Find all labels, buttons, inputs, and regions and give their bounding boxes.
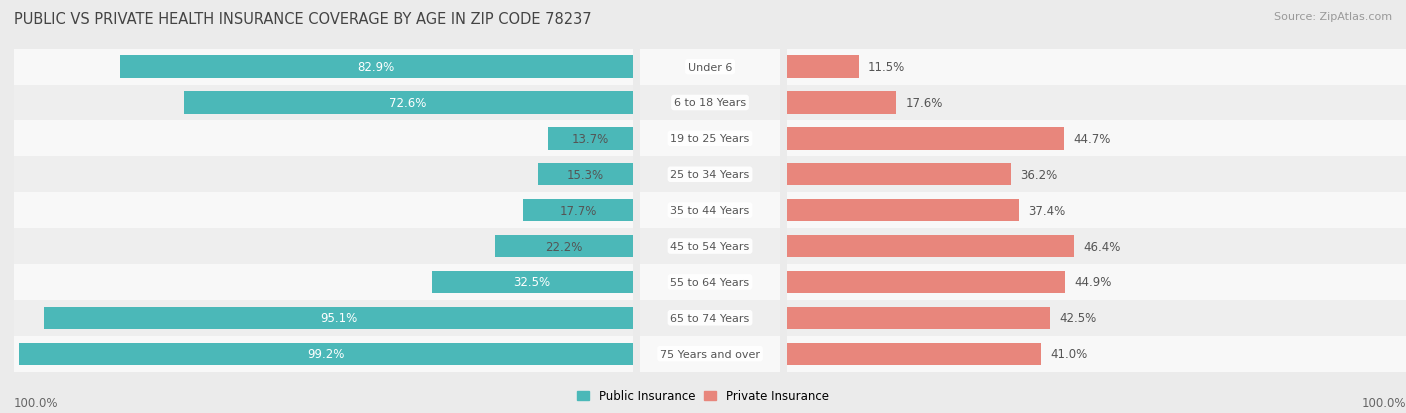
Text: 99.2%: 99.2% xyxy=(307,347,344,360)
Text: 22.2%: 22.2% xyxy=(546,240,582,253)
Text: 19 to 25 Years: 19 to 25 Years xyxy=(671,134,749,144)
Text: 46.4%: 46.4% xyxy=(1084,240,1121,253)
Text: 13.7%: 13.7% xyxy=(572,133,609,145)
Bar xyxy=(169,228,1406,264)
Bar xyxy=(787,235,1074,258)
Bar xyxy=(538,164,633,186)
Text: 36.2%: 36.2% xyxy=(1021,169,1057,181)
Bar xyxy=(14,121,1251,157)
Bar xyxy=(548,128,633,150)
Text: 72.6%: 72.6% xyxy=(389,97,427,110)
Bar xyxy=(0,228,1406,264)
Bar xyxy=(45,307,633,329)
Bar xyxy=(14,193,1251,228)
Bar xyxy=(787,164,1011,186)
Text: 65 to 74 Years: 65 to 74 Years xyxy=(671,313,749,323)
Bar xyxy=(169,264,1406,300)
Bar xyxy=(0,121,1406,157)
Bar xyxy=(787,307,1050,329)
Text: 42.5%: 42.5% xyxy=(1060,311,1097,325)
Bar xyxy=(0,336,1406,372)
Bar xyxy=(169,300,1406,336)
Text: 17.7%: 17.7% xyxy=(560,204,596,217)
Bar xyxy=(184,92,633,114)
Text: 6 to 18 Years: 6 to 18 Years xyxy=(673,98,747,108)
Text: 35 to 44 Years: 35 to 44 Years xyxy=(671,206,749,216)
Bar xyxy=(0,85,1406,121)
Legend: Public Insurance, Private Insurance: Public Insurance, Private Insurance xyxy=(572,385,834,407)
Bar xyxy=(169,85,1406,121)
Text: Source: ZipAtlas.com: Source: ZipAtlas.com xyxy=(1274,12,1392,22)
Bar xyxy=(14,300,1251,336)
Text: 41.0%: 41.0% xyxy=(1050,347,1087,360)
Text: Under 6: Under 6 xyxy=(688,62,733,72)
Bar xyxy=(20,343,633,365)
Text: 17.6%: 17.6% xyxy=(905,97,943,110)
Text: 32.5%: 32.5% xyxy=(513,276,551,289)
Bar xyxy=(787,92,896,114)
Bar xyxy=(14,228,1251,264)
Text: 82.9%: 82.9% xyxy=(357,61,395,74)
Bar xyxy=(14,157,1251,193)
Text: 25 to 34 Years: 25 to 34 Years xyxy=(671,170,749,180)
Bar xyxy=(0,50,1406,85)
Text: 11.5%: 11.5% xyxy=(868,61,905,74)
Text: 37.4%: 37.4% xyxy=(1028,204,1066,217)
Bar xyxy=(0,193,1406,228)
Text: 44.9%: 44.9% xyxy=(1074,276,1112,289)
Bar xyxy=(14,336,1251,372)
Bar xyxy=(169,157,1406,193)
Bar xyxy=(169,193,1406,228)
Text: 75 Years and over: 75 Years and over xyxy=(659,349,761,359)
Text: 100.0%: 100.0% xyxy=(1361,396,1406,409)
Text: 55 to 64 Years: 55 to 64 Years xyxy=(671,277,749,287)
Bar xyxy=(14,85,1251,121)
Bar xyxy=(787,271,1066,293)
Bar xyxy=(787,343,1040,365)
Bar xyxy=(0,157,1406,193)
Bar xyxy=(787,199,1019,222)
Bar xyxy=(787,128,1064,150)
Bar xyxy=(169,50,1406,85)
Text: 15.3%: 15.3% xyxy=(567,169,605,181)
Text: 45 to 54 Years: 45 to 54 Years xyxy=(671,242,749,252)
Bar xyxy=(0,264,1406,300)
Text: PUBLIC VS PRIVATE HEALTH INSURANCE COVERAGE BY AGE IN ZIP CODE 78237: PUBLIC VS PRIVATE HEALTH INSURANCE COVER… xyxy=(14,12,592,27)
Text: 100.0%: 100.0% xyxy=(14,396,59,409)
Bar xyxy=(787,56,859,78)
Bar xyxy=(0,300,1406,336)
Bar xyxy=(169,121,1406,157)
Bar xyxy=(14,50,1251,85)
Bar xyxy=(495,235,633,258)
Bar xyxy=(120,56,633,78)
Bar xyxy=(432,271,633,293)
Bar xyxy=(169,336,1406,372)
Bar xyxy=(523,199,633,222)
Bar xyxy=(14,264,1251,300)
Text: 95.1%: 95.1% xyxy=(321,311,357,325)
Text: 44.7%: 44.7% xyxy=(1073,133,1111,145)
